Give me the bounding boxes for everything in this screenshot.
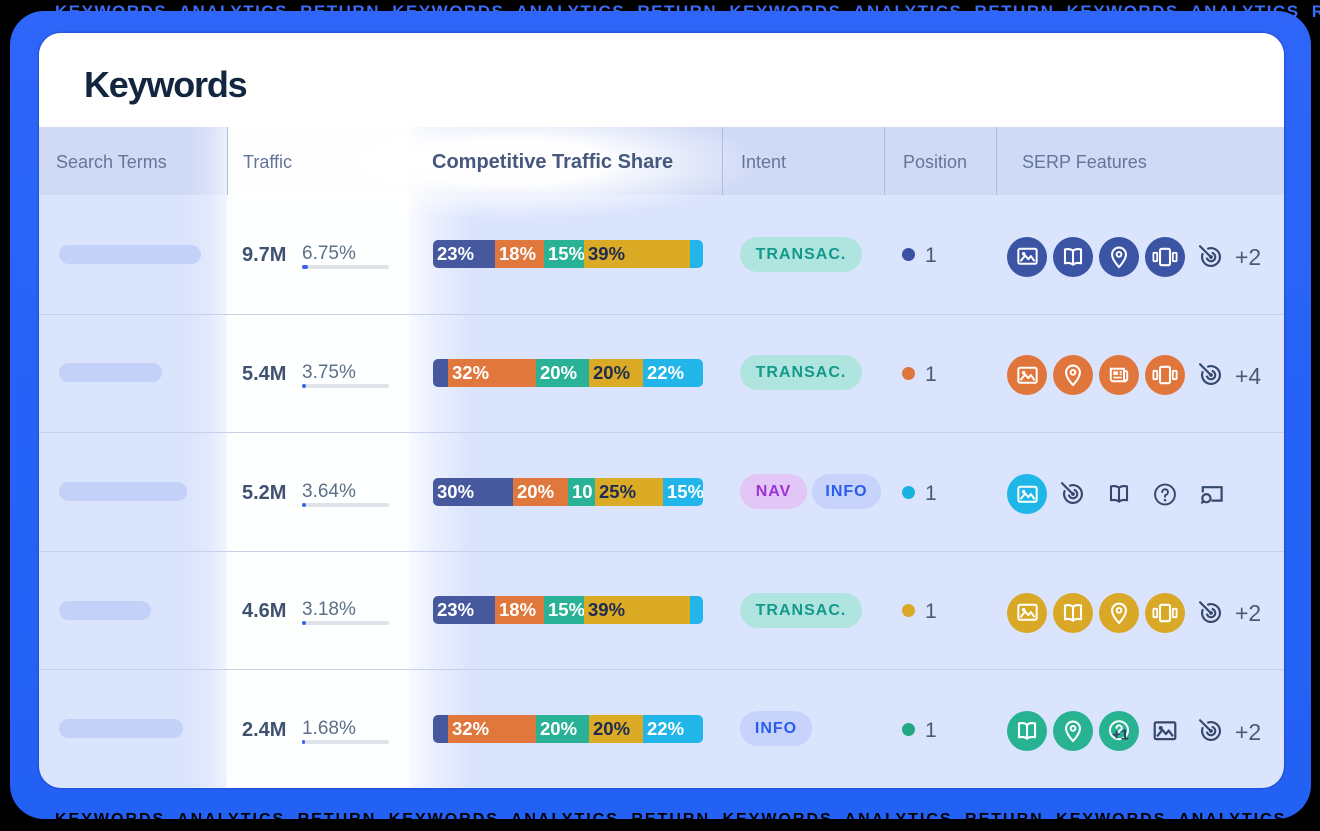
svg-text:+1: +1 [1112,728,1129,744]
